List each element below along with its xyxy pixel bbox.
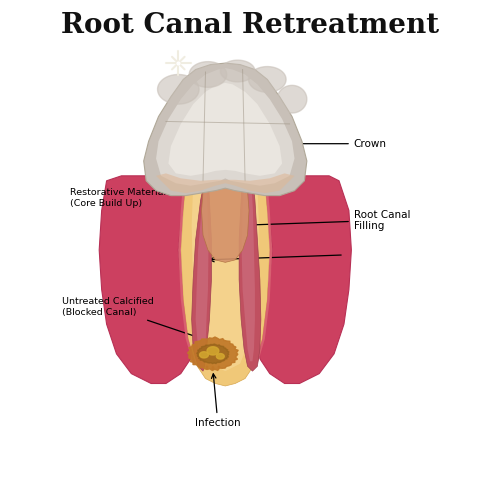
Polygon shape bbox=[99, 176, 193, 384]
Text: Restorative Material
(Core Build Up): Restorative Material (Core Build Up) bbox=[70, 179, 214, 208]
Polygon shape bbox=[181, 176, 270, 386]
Polygon shape bbox=[255, 181, 272, 364]
Polygon shape bbox=[189, 62, 227, 88]
Polygon shape bbox=[207, 346, 219, 355]
Text: Untreated Calcified
(Blocked Canal): Untreated Calcified (Blocked Canal) bbox=[62, 297, 199, 339]
Polygon shape bbox=[192, 181, 259, 371]
Polygon shape bbox=[158, 74, 199, 104]
Polygon shape bbox=[258, 176, 352, 384]
Polygon shape bbox=[197, 344, 229, 364]
Text: Root Canal
Filling: Root Canal Filling bbox=[246, 210, 410, 231]
Polygon shape bbox=[188, 337, 238, 370]
Polygon shape bbox=[202, 174, 249, 262]
Text: Infection: Infection bbox=[195, 374, 240, 428]
Polygon shape bbox=[178, 181, 196, 364]
Polygon shape bbox=[248, 66, 286, 92]
Polygon shape bbox=[156, 174, 294, 193]
Polygon shape bbox=[168, 83, 282, 176]
Polygon shape bbox=[239, 176, 261, 371]
Polygon shape bbox=[277, 86, 307, 113]
Polygon shape bbox=[216, 354, 224, 359]
Polygon shape bbox=[220, 60, 255, 82]
Polygon shape bbox=[192, 176, 212, 371]
Polygon shape bbox=[156, 68, 294, 186]
Polygon shape bbox=[242, 186, 255, 361]
Polygon shape bbox=[200, 352, 208, 358]
Text: Root Canal Retreatment: Root Canal Retreatment bbox=[61, 12, 439, 38]
Polygon shape bbox=[144, 63, 307, 196]
Polygon shape bbox=[196, 186, 208, 364]
Text: Crown: Crown bbox=[276, 138, 387, 148]
